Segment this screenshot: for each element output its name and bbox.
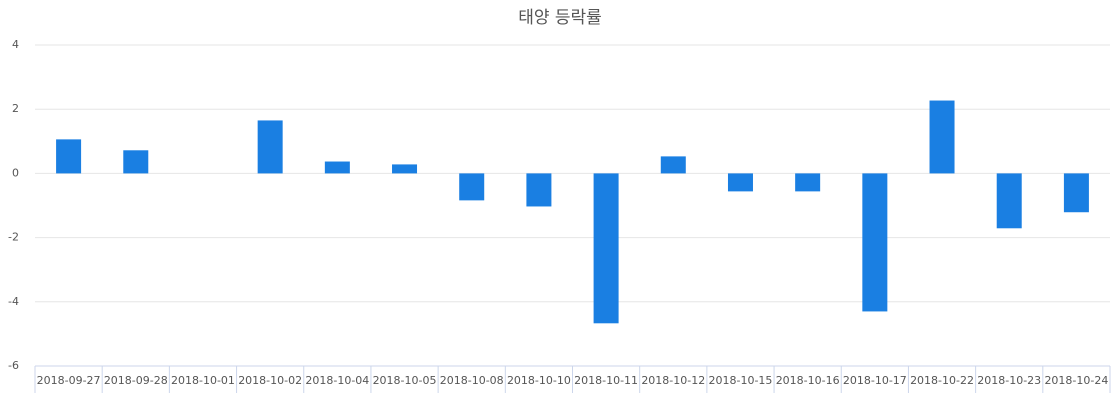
chart-title: 태양 등락률: [518, 8, 602, 28]
bar: [996, 173, 1022, 229]
bar: [392, 164, 418, 174]
bar: [257, 120, 283, 174]
x-tick-label: 2018-10-08: [440, 374, 504, 387]
y-tick-label: 2: [12, 102, 19, 115]
bar: [324, 161, 350, 174]
x-tick-label: 2018-10-23: [977, 374, 1041, 387]
x-tick-label: 2018-10-15: [709, 374, 773, 387]
y-tick-label: -2: [8, 231, 19, 244]
bar: [929, 100, 955, 174]
x-tick-label: 2018-10-22: [910, 374, 974, 387]
x-tick-label: 2018-09-28: [104, 374, 168, 387]
bar: [795, 173, 821, 192]
x-tick-label: 2018-10-04: [305, 374, 369, 387]
x-tick-label: 2018-10-17: [843, 374, 907, 387]
bar: [459, 173, 485, 201]
bar: [526, 173, 552, 207]
x-tick-label: 2018-10-16: [776, 374, 840, 387]
x-tick-label: 2018-10-02: [238, 374, 302, 387]
bar: [660, 156, 686, 174]
bar: [862, 173, 888, 312]
bar: [1063, 173, 1089, 213]
x-tick-label: 2018-10-24: [1044, 374, 1108, 387]
x-tick-label: 2018-09-27: [37, 374, 101, 387]
y-tick-label: -6: [8, 359, 19, 372]
x-tick-label: 2018-10-05: [373, 374, 437, 387]
bar: [593, 173, 619, 324]
bar: [56, 139, 82, 174]
x-tick-label: 2018-10-10: [507, 374, 571, 387]
y-tick-label: 4: [12, 38, 19, 51]
bar: [727, 173, 753, 192]
x-tick-label: 2018-10-11: [574, 374, 638, 387]
x-tick-label: 2018-10-01: [171, 374, 235, 387]
y-tick-label: -4: [8, 295, 19, 308]
bar: [123, 150, 149, 174]
y-tick-label: 0: [12, 166, 19, 179]
x-tick-label: 2018-10-12: [641, 374, 705, 387]
